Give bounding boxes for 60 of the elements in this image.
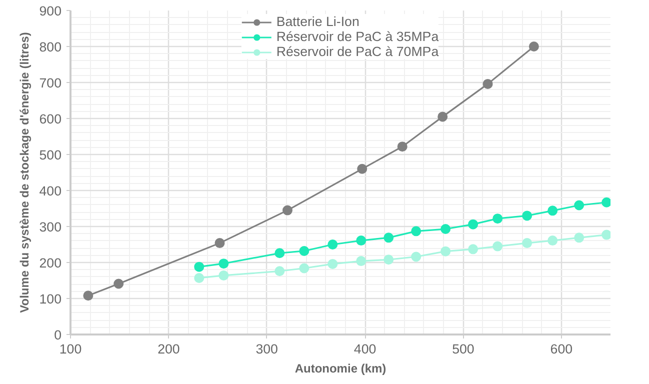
point	[411, 226, 422, 236]
y-tick-label: 300	[39, 220, 62, 234]
point	[194, 272, 204, 283]
x-tick-label: 500	[452, 342, 474, 356]
point	[357, 164, 368, 174]
y-tick-label: 400	[39, 184, 62, 198]
point	[528, 42, 539, 52]
point	[411, 252, 422, 262]
point	[438, 112, 448, 122]
point	[468, 219, 478, 230]
point	[218, 270, 229, 280]
y-tick-label: 600	[39, 112, 62, 126]
point	[468, 244, 478, 254]
legend-label: Batterie Li-Ion	[276, 14, 360, 29]
x-tick-label: 400	[354, 342, 376, 356]
y-tick-label: 700	[39, 76, 62, 90]
point	[548, 236, 558, 246]
point	[83, 290, 94, 301]
point	[218, 258, 229, 269]
point	[356, 256, 366, 266]
point	[602, 230, 610, 240]
point	[482, 78, 493, 89]
y-tick-label: 500	[39, 148, 62, 162]
x-axis-title: Autonomie (km)	[294, 362, 386, 376]
y-tick-label: 800	[39, 40, 62, 54]
point	[356, 236, 366, 246]
x-tick-label: 600	[550, 342, 573, 356]
point	[328, 258, 338, 269]
point	[114, 278, 124, 289]
legend-label: Réservoir de PaC à 35MPa	[276, 29, 439, 44]
point	[440, 246, 451, 256]
x-tick-label: 100	[59, 342, 82, 356]
point	[522, 210, 532, 221]
point	[274, 248, 285, 258]
point	[384, 254, 394, 265]
y-tick-label: 900	[39, 4, 62, 18]
point	[548, 206, 558, 216]
point	[384, 232, 394, 243]
point	[602, 197, 610, 208]
point	[299, 246, 310, 256]
point	[299, 263, 310, 274]
x-tick-label: 300	[256, 342, 278, 356]
point	[194, 262, 204, 272]
point	[492, 241, 503, 252]
point	[397, 142, 408, 152]
point	[522, 238, 532, 248]
point	[574, 232, 584, 243]
point	[274, 266, 285, 276]
y-axis-title: Volume du système de stockage d'énergie (litres)	[17, 32, 32, 313]
legend-label: Réservoir de PaC à 70MPa	[276, 44, 439, 59]
y-tick-label: 0	[54, 328, 62, 342]
y-tick-label: 200	[39, 256, 62, 270]
point	[282, 205, 292, 216]
point	[214, 238, 225, 248]
point	[492, 214, 503, 224]
x-tick-label: 200	[158, 342, 180, 356]
point	[328, 240, 338, 250]
point	[440, 224, 451, 234]
point	[574, 200, 584, 210]
y-tick-label: 100	[39, 292, 62, 306]
